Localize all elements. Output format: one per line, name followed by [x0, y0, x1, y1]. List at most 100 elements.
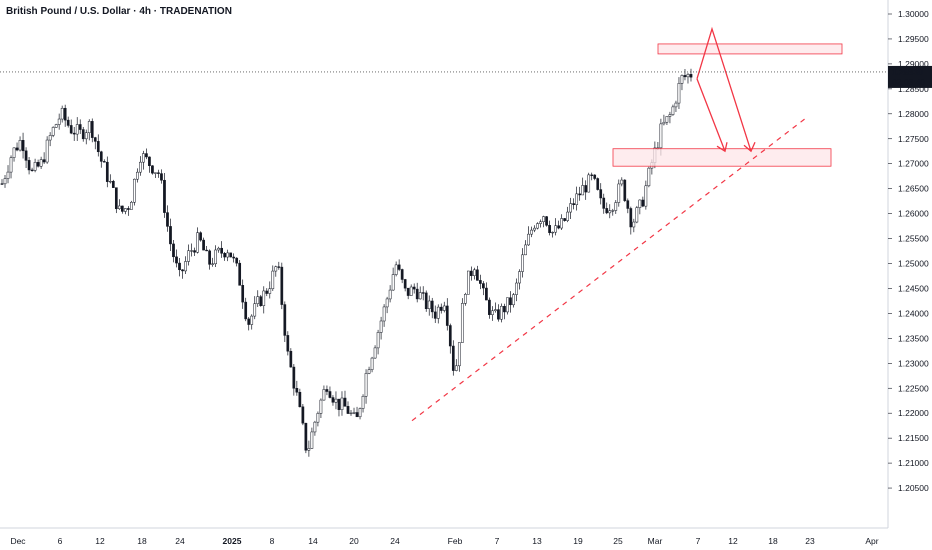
candle-body: [33, 162, 37, 171]
candle-body: [524, 244, 527, 256]
candle-body: [433, 311, 437, 319]
candle-body: [632, 221, 636, 228]
arrow-head-left: [716, 142, 728, 153]
x-tick-label: 13: [532, 536, 542, 546]
candle-body: [509, 297, 512, 306]
candle-body: [629, 208, 633, 228]
candle-body: [66, 119, 70, 126]
candle-body: [554, 225, 557, 233]
countdown-timer: 02:03:40: [892, 77, 925, 87]
candle-body: [3, 178, 7, 185]
y-tick-label: 1.24000: [898, 308, 929, 318]
candle-body: [373, 347, 377, 359]
candle-body: [599, 189, 603, 199]
y-tick-label: 1.26500: [898, 184, 929, 194]
candle-body: [683, 75, 687, 78]
candle-body: [460, 303, 464, 343]
candle-body: [569, 203, 572, 213]
candle-body: [563, 218, 566, 221]
candle-body: [382, 306, 386, 322]
candle-body: [533, 227, 536, 231]
candle-body: [102, 161, 106, 163]
candle-body: [539, 221, 542, 224]
candle-body: [397, 264, 401, 270]
arrow-head-right: [743, 141, 756, 153]
candle-body: [671, 106, 675, 115]
candle-body: [686, 74, 690, 78]
candle-body: [286, 335, 290, 352]
candle-body: [117, 205, 121, 210]
candle-body: [334, 398, 338, 403]
candle-body: [506, 297, 509, 313]
candle-body: [394, 264, 398, 275]
candle-body: [602, 197, 606, 209]
candle-body: [127, 208, 130, 210]
candle-body: [352, 412, 356, 414]
candle-body: [27, 160, 31, 171]
current-price-badge: [888, 65, 932, 88]
candle-body: [9, 157, 13, 173]
candle-body: [611, 210, 615, 212]
projection-arrow-low: [696, 78, 726, 152]
candle-body: [587, 174, 591, 193]
x-tick-label: 25: [613, 536, 623, 546]
y-tick-label: 1.24500: [898, 283, 929, 293]
x-tick-label: 2025: [223, 536, 242, 546]
candle-body: [130, 201, 133, 210]
x-tick-label: 6: [58, 536, 63, 546]
candle-body: [190, 250, 193, 252]
time-axis[interactable]: Dec 6 12 18 24 2025 8 14 20 24 Feb 7 13 19 25 Mar 7 12 18 2…: [10, 536, 878, 546]
candle-body: [96, 141, 100, 153]
candle-body: [403, 279, 407, 289]
candle-body: [163, 179, 166, 213]
candle-body: [280, 266, 284, 305]
candle-body: [313, 421, 317, 433]
candle-body: [84, 132, 88, 140]
x-tick-label: 18: [768, 536, 778, 546]
candle-body: [268, 288, 272, 294]
candle-body: [454, 365, 458, 371]
candle-body: [479, 280, 482, 284]
candle-body: [415, 288, 419, 300]
rising-trendline: [411, 118, 806, 422]
candle-body: [503, 305, 506, 313]
candle-body: [57, 118, 61, 125]
y-tick-label: 1.30000: [898, 9, 929, 19]
candle-body: [482, 283, 485, 289]
candle-body: [157, 172, 160, 174]
y-tick-label: 1.22500: [898, 383, 929, 393]
candle-body: [295, 388, 299, 393]
y-tick-label: 1.21000: [898, 458, 929, 468]
candle-body: [497, 309, 500, 320]
candle-body: [229, 252, 233, 258]
candle-body: [193, 250, 196, 253]
candle-body: [223, 253, 226, 258]
candle-body: [572, 203, 576, 206]
x-tick-label: 8: [270, 536, 275, 546]
candle-body: [476, 269, 479, 281]
candle-body: [145, 153, 148, 158]
candle-body: [325, 389, 329, 392]
x-tick-label: 19: [573, 536, 583, 546]
candle-body: [445, 305, 449, 326]
candle-body: [283, 304, 287, 336]
candle-body: [641, 199, 645, 207]
candle-body: [301, 406, 305, 424]
candle-body: [590, 174, 594, 176]
candle-body: [545, 216, 548, 226]
candle-body: [99, 151, 103, 162]
candle-body: [521, 254, 524, 272]
candle-body: [343, 397, 347, 407]
candle-body: [385, 298, 389, 308]
candle-body: [668, 114, 672, 117]
candle-body: [75, 124, 79, 135]
candle-body: [644, 185, 648, 207]
candle-body: [114, 187, 118, 210]
candle-body: [316, 413, 320, 423]
candle-body: [638, 199, 642, 208]
price-axis[interactable]: 1.30000 1.29500 1.29000 1.28500 1.28000 1.275…: [888, 9, 929, 493]
chart-title: British Pound / U.S. Dollar · 4h · TRADE…: [6, 6, 232, 17]
candle-body: [439, 306, 443, 311]
candle-body: [187, 250, 190, 262]
